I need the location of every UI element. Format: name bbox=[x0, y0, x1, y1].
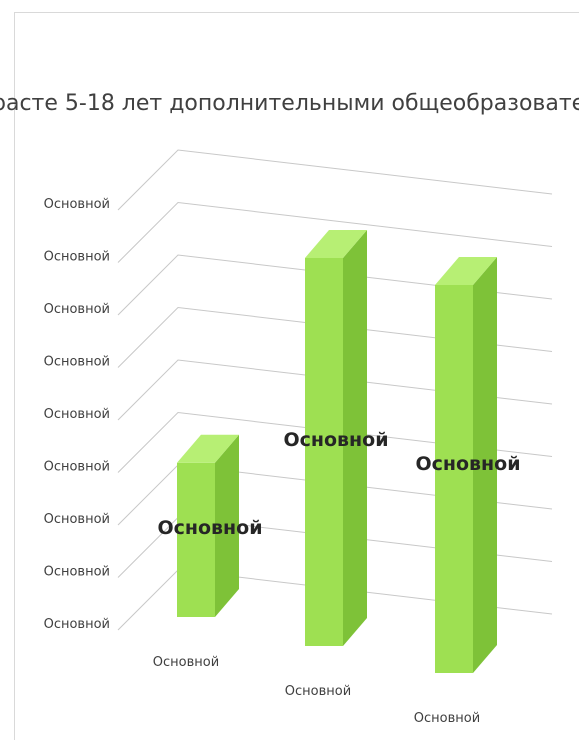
bar-top bbox=[177, 434, 239, 463]
grid-line bbox=[117, 149, 553, 211]
x-tick-label: Основной bbox=[285, 684, 351, 699]
chart-title: расте 5-18 лет дополнительными общеобраз… bbox=[0, 91, 579, 116]
y-tick-label: Основной bbox=[44, 302, 110, 317]
bar bbox=[305, 257, 343, 646]
x-axis-ticks: Основной Основной Основной bbox=[153, 655, 480, 726]
y-tick-label: Основной bbox=[44, 250, 110, 265]
x-tick-label: Основной bbox=[414, 711, 480, 726]
bar-top bbox=[435, 256, 497, 285]
bar-side bbox=[473, 256, 497, 673]
bar-top bbox=[305, 229, 367, 258]
y-tick-label: Основной bbox=[44, 565, 110, 580]
bar-side bbox=[343, 229, 367, 646]
bars bbox=[177, 229, 497, 673]
y-axis-ticks: Основной Основной Основной Основной Основной… bbox=[44, 197, 110, 632]
grid-line bbox=[117, 201, 553, 263]
y-tick-label: Основной bbox=[44, 407, 110, 422]
grid-line bbox=[117, 411, 553, 473]
bar bbox=[435, 284, 473, 673]
chart-frame bbox=[14, 12, 579, 740]
y-tick-label: Основной bbox=[44, 197, 110, 212]
y-tick-label: Основной bbox=[44, 355, 110, 370]
data-label: Основной bbox=[283, 429, 388, 451]
bar bbox=[177, 462, 215, 617]
y-tick-label: Основной bbox=[44, 512, 110, 527]
bar-side bbox=[215, 434, 239, 617]
y-tick-label: Основной bbox=[44, 617, 110, 632]
grid-line bbox=[117, 306, 553, 368]
y-tick-label: Основной bbox=[44, 460, 110, 475]
grid-line bbox=[117, 359, 553, 421]
grid-line bbox=[117, 254, 553, 316]
data-label: Основной bbox=[415, 453, 520, 475]
data-label: Основной bbox=[157, 517, 262, 539]
x-tick-label: Основной bbox=[153, 655, 219, 670]
data-labels: Основной Основной Основной bbox=[157, 429, 520, 539]
